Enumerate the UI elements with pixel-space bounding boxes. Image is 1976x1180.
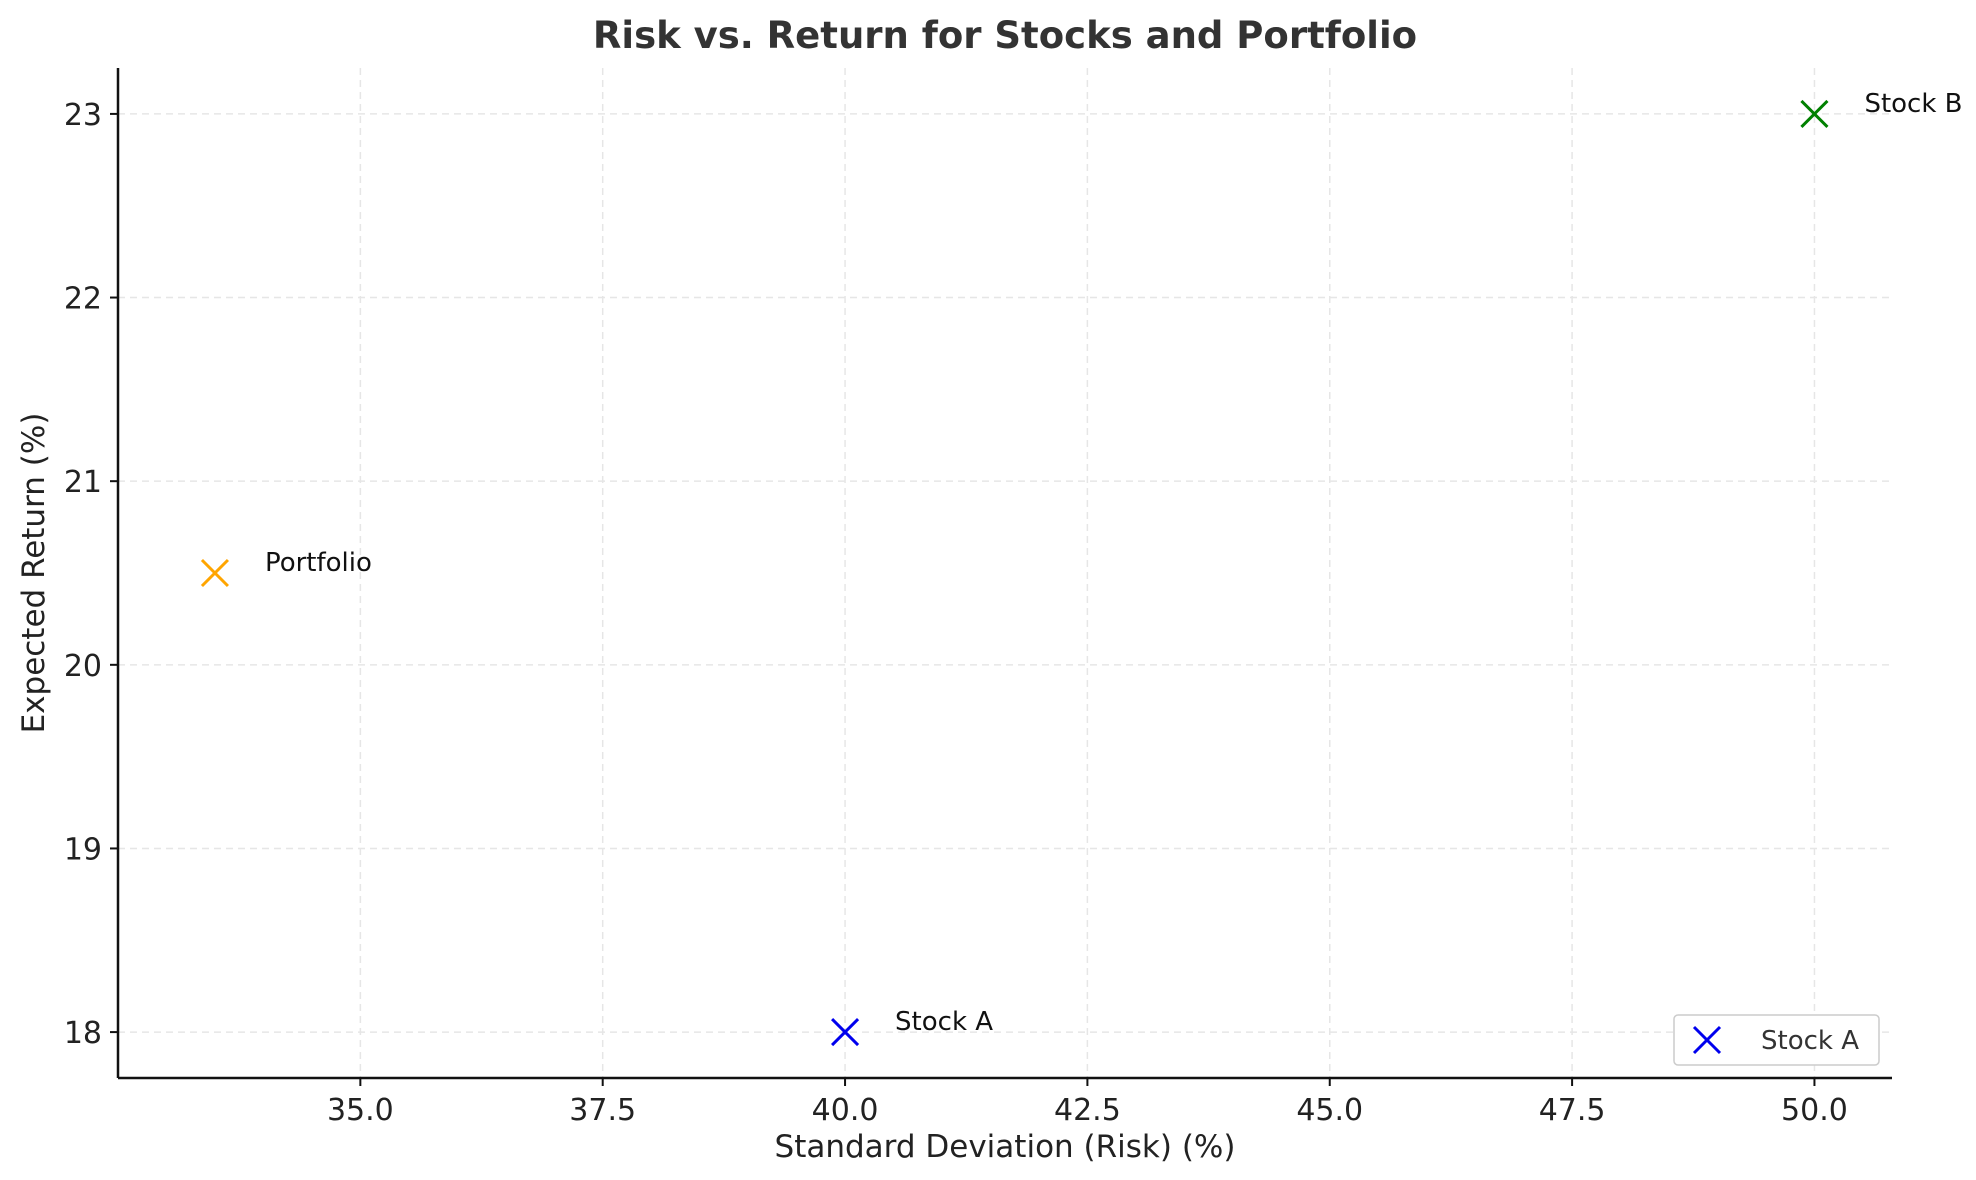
legend-box [1673, 1014, 1880, 1066]
point-stock-b-marker [1800, 99, 1829, 128]
point-portfolio-marker-stroke-2 [200, 558, 230, 588]
legend-marker-stock-a [1692, 1025, 1722, 1055]
y-tick-label: 20 [64, 649, 102, 684]
y-tick-label: 23 [64, 98, 102, 133]
point-portfolio-marker [200, 558, 230, 588]
point-stock-a-label: Stock A [895, 1007, 993, 1037]
chart-title: Risk vs. Return for Stocks and Portfolio [593, 14, 1417, 57]
x-tick-label: 47.5 [1539, 1093, 1606, 1128]
x-tick-label: 45.0 [1296, 1093, 1363, 1128]
legend-label-stock-a: Stock A [1761, 1026, 1859, 1056]
x-tick-label: 50.0 [1781, 1093, 1848, 1128]
point-stock-a-marker-stroke-2 [830, 1018, 860, 1047]
point-stock-a-marker [830, 1018, 860, 1047]
x-tick-label: 42.5 [1054, 1093, 1121, 1128]
point-portfolio-label: Portfolio [265, 548, 372, 578]
point-stock-b-label: Stock B [1864, 89, 1962, 119]
legend-marker-stock-a-stroke-2 [1692, 1025, 1722, 1055]
legend: Stock A [1673, 1014, 1880, 1066]
x-tick-label: 37.5 [569, 1093, 636, 1128]
axes [116, 68, 1892, 1080]
x-tick-label: 40.0 [812, 1093, 879, 1128]
point-stock-b-marker-stroke-2 [1800, 99, 1829, 128]
y-tick-label: 21 [64, 465, 102, 500]
y-tick-label: 19 [64, 832, 102, 867]
grid [118, 68, 1892, 1078]
y-tick-label: 22 [64, 282, 102, 317]
y-axis-label: Expected Return (%) [16, 413, 52, 734]
ticks: 35.0 37.5 40.0 42.5 45.0 47.5 50.0 18 19 20 21 22 23 [64, 98, 1848, 1128]
data-points: Stock A Stock B Portfolio [200, 89, 1963, 1047]
y-tick-label: 18 [64, 1016, 102, 1051]
x-axis-label: Standard Deviation (Risk) (%) [775, 1129, 1236, 1165]
x-tick-label: 35.0 [327, 1093, 394, 1128]
